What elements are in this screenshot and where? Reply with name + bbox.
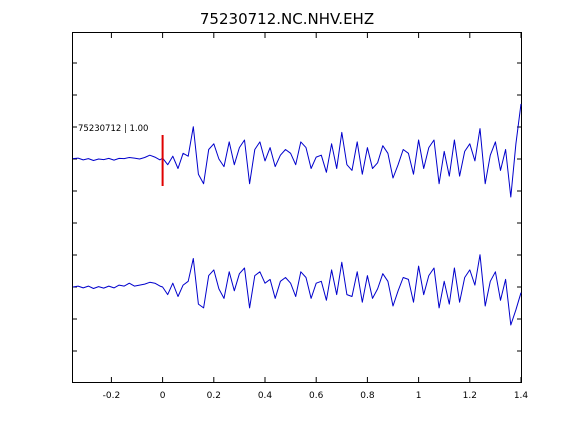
x-tick-label: 1	[416, 391, 422, 401]
trace-line-lower	[72, 254, 522, 326]
traces	[72, 103, 522, 326]
annotations: 75230712 | 1.00	[78, 124, 164, 186]
plot-frame	[72, 32, 522, 383]
x-tick-label: 1.2	[463, 391, 477, 401]
x-tick-label: 0	[160, 391, 166, 401]
chart-title: 75230712.NC.NHV.EHZ	[200, 10, 374, 28]
x-tick-label: 0.4	[258, 391, 273, 401]
trace-annotation: 75230712 | 1.00	[78, 124, 148, 134]
trace-line-upper	[72, 103, 522, 198]
x-tick-label: -0.2	[103, 391, 121, 401]
x-axis: -0.2 0 0.2 0.4 0.6 0.8 1 1.2 1.4	[103, 33, 529, 401]
x-tick-label: 1.4	[514, 391, 529, 401]
x-tick-label: 0.8	[360, 391, 375, 401]
x-tick-label: 0.2	[207, 391, 221, 401]
x-tick-label: 0.6	[309, 391, 324, 401]
y-ticks	[73, 62, 521, 352]
